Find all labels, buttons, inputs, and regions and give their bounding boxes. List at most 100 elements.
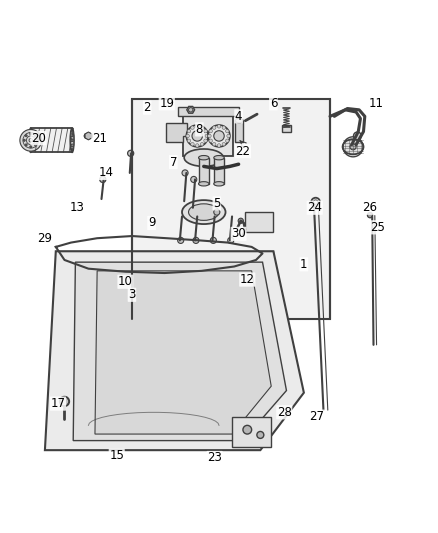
Text: 4: 4 xyxy=(235,110,242,123)
Text: 25: 25 xyxy=(371,221,385,234)
Ellipse shape xyxy=(343,139,364,155)
Bar xyxy=(214,158,224,184)
Ellipse shape xyxy=(71,128,74,152)
Bar xyxy=(232,417,271,447)
Circle shape xyxy=(30,133,32,135)
Polygon shape xyxy=(85,132,92,140)
Circle shape xyxy=(226,139,229,142)
Circle shape xyxy=(209,139,212,142)
Ellipse shape xyxy=(182,200,226,224)
Circle shape xyxy=(192,131,202,141)
Text: 5: 5 xyxy=(213,197,220,210)
Circle shape xyxy=(193,237,199,244)
Circle shape xyxy=(227,134,230,138)
Circle shape xyxy=(71,144,73,147)
Circle shape xyxy=(134,314,139,319)
Circle shape xyxy=(34,144,36,146)
Polygon shape xyxy=(56,251,273,266)
Circle shape xyxy=(34,134,36,137)
Circle shape xyxy=(182,170,188,176)
Text: 1: 1 xyxy=(300,258,307,271)
Text: 29: 29 xyxy=(37,232,53,245)
Text: 20: 20 xyxy=(31,132,46,144)
Circle shape xyxy=(214,209,220,215)
Circle shape xyxy=(186,125,208,147)
Text: 14: 14 xyxy=(99,166,113,180)
Text: 3: 3 xyxy=(128,288,136,301)
Circle shape xyxy=(71,134,74,136)
Text: 30: 30 xyxy=(231,228,246,240)
Circle shape xyxy=(228,237,234,244)
Circle shape xyxy=(36,139,39,141)
Ellipse shape xyxy=(198,156,209,160)
Circle shape xyxy=(204,139,207,142)
Polygon shape xyxy=(187,107,194,113)
Polygon shape xyxy=(95,271,271,434)
Circle shape xyxy=(212,126,216,130)
Circle shape xyxy=(205,134,208,138)
Text: 9: 9 xyxy=(148,216,155,230)
Ellipse shape xyxy=(188,204,219,220)
Text: 28: 28 xyxy=(277,406,292,419)
Circle shape xyxy=(71,139,73,142)
Text: 2: 2 xyxy=(143,101,151,114)
Circle shape xyxy=(71,132,74,134)
Text: 27: 27 xyxy=(309,410,325,423)
Circle shape xyxy=(25,144,27,146)
Ellipse shape xyxy=(198,182,209,186)
Text: 10: 10 xyxy=(118,275,133,288)
Polygon shape xyxy=(73,262,286,441)
Bar xyxy=(282,125,291,132)
Circle shape xyxy=(195,125,199,128)
Text: 17: 17 xyxy=(50,397,65,410)
Circle shape xyxy=(178,237,184,244)
Circle shape xyxy=(100,176,106,182)
Bar xyxy=(198,158,209,184)
Circle shape xyxy=(214,131,224,141)
Circle shape xyxy=(127,150,134,156)
Ellipse shape xyxy=(85,134,88,138)
Circle shape xyxy=(30,146,32,148)
Circle shape xyxy=(208,125,230,147)
Circle shape xyxy=(217,125,221,128)
Circle shape xyxy=(187,130,191,133)
Circle shape xyxy=(71,134,73,136)
Text: 6: 6 xyxy=(270,97,277,110)
Text: 8: 8 xyxy=(196,123,203,136)
Ellipse shape xyxy=(235,118,243,123)
Circle shape xyxy=(20,130,42,151)
Text: 13: 13 xyxy=(70,201,85,214)
Circle shape xyxy=(238,218,244,223)
Circle shape xyxy=(204,130,207,133)
Ellipse shape xyxy=(29,128,32,152)
Circle shape xyxy=(212,142,216,146)
Text: 15: 15 xyxy=(110,449,124,462)
Ellipse shape xyxy=(184,149,223,166)
Circle shape xyxy=(210,237,216,244)
Text: 11: 11 xyxy=(368,97,383,110)
Circle shape xyxy=(25,134,27,137)
Ellipse shape xyxy=(214,156,224,160)
Circle shape xyxy=(353,132,361,140)
Circle shape xyxy=(71,146,74,149)
Polygon shape xyxy=(166,123,187,142)
Circle shape xyxy=(367,213,373,218)
Text: 22: 22 xyxy=(236,144,251,158)
Ellipse shape xyxy=(214,182,224,186)
Polygon shape xyxy=(45,251,304,450)
Circle shape xyxy=(191,176,197,182)
Circle shape xyxy=(191,126,194,130)
Text: 26: 26 xyxy=(362,201,377,214)
Bar xyxy=(235,120,243,142)
Circle shape xyxy=(222,126,226,130)
Circle shape xyxy=(71,144,74,147)
Text: 12: 12 xyxy=(240,273,255,286)
Text: 24: 24 xyxy=(307,201,322,214)
Circle shape xyxy=(60,397,69,406)
Circle shape xyxy=(200,126,204,130)
Circle shape xyxy=(200,142,204,146)
Circle shape xyxy=(209,130,212,133)
Ellipse shape xyxy=(71,130,74,150)
Text: 19: 19 xyxy=(159,97,174,110)
Bar xyxy=(183,116,233,156)
